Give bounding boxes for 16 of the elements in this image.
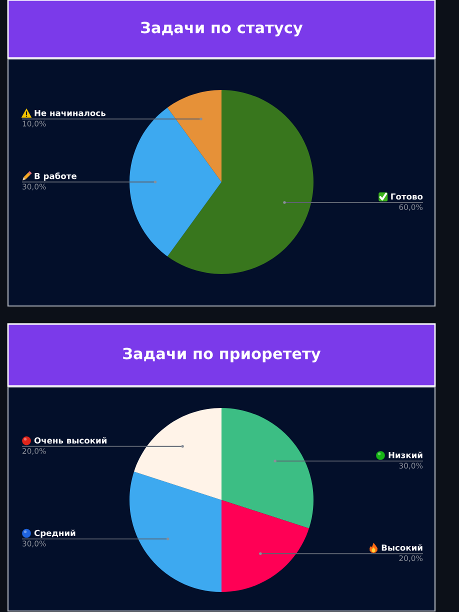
pie-slice bbox=[167, 90, 222, 182]
chart-title: Задачи по статусу bbox=[141, 22, 303, 36]
slice-label: Не начиналось bbox=[34, 110, 106, 116]
slice-label: Высокий bbox=[382, 544, 422, 551]
pie-slice bbox=[222, 500, 309, 592]
pie-slice bbox=[130, 472, 222, 592]
slice-label: Готово bbox=[391, 193, 423, 200]
slice-label: В работе bbox=[34, 172, 76, 181]
pie-slice bbox=[130, 108, 222, 256]
pie-slice bbox=[222, 408, 314, 528]
pie-slice bbox=[167, 90, 314, 274]
slice-label: Средний bbox=[34, 530, 76, 538]
slice-label: Низкий bbox=[388, 452, 422, 458]
slice-label: Очень высокий bbox=[34, 437, 106, 444]
chart-title: Задачи по приоретету bbox=[123, 348, 321, 362]
pie-slice bbox=[134, 408, 222, 500]
